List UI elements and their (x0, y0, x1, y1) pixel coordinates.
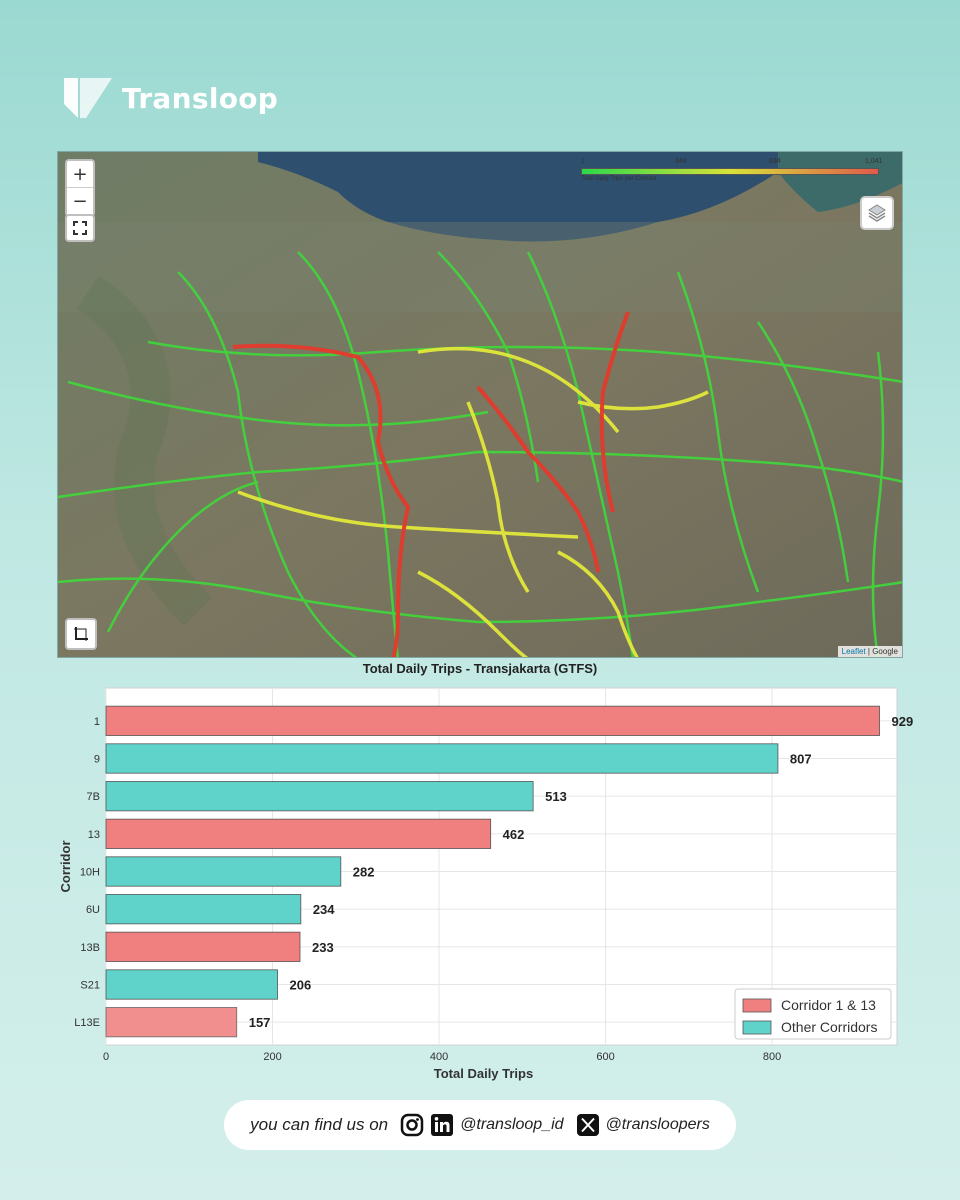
data-label: 282 (353, 865, 375, 880)
data-label: 233 (312, 940, 334, 955)
x-twitter-icon[interactable] (576, 1113, 600, 1137)
bar (105, 856, 342, 887)
x-tick-label: 0 (103, 1051, 109, 1063)
legend-swatch (742, 998, 772, 1013)
layers-icon (868, 204, 886, 222)
data-label: 206 (290, 978, 312, 993)
brand-name: Transloop (122, 81, 279, 115)
bar (105, 969, 278, 1000)
x-tick-label: 800 (763, 1051, 781, 1063)
x-tick-label: 200 (263, 1051, 281, 1063)
instagram-icon[interactable] (400, 1113, 424, 1137)
legend-entry: Corridor 1 & 13 (781, 997, 876, 1013)
data-label: 157 (249, 1015, 271, 1030)
legend-tick: 1,041 (865, 158, 883, 165)
fullscreen-button[interactable] (65, 214, 95, 242)
legend-ticks: 1 348 694 1,041 (581, 158, 883, 168)
y-axis-label: Corridor (58, 841, 73, 893)
trip-color-legend: 1 348 694 1,041 Total Daily Trips per Co… (581, 158, 883, 184)
leaflet-link[interactable]: Leaflet (841, 647, 866, 656)
bar-chart: 0 200 400 600 800 1 929 9 807 7B 513 13 462 10H 282 6U 2… (58, 687, 914, 1081)
data-label: 513 (545, 789, 567, 804)
bar (105, 705, 880, 736)
bar (105, 894, 302, 925)
x-handle[interactable]: @transloopers (605, 1116, 710, 1133)
legend-tick: 1 (581, 158, 585, 165)
x-tick-label: 600 (596, 1051, 614, 1063)
instagram-linkedin-handle[interactable]: @transloop_id (460, 1116, 564, 1133)
brand-logo: Transloop (62, 74, 278, 122)
corridor-map[interactable]: + − 1 348 694 1,041 Total Daily Trips pe… (57, 151, 903, 658)
y-tick-label: 1 (94, 716, 100, 728)
y-tick-label: 7B (87, 791, 100, 803)
map-attribution: Leaflet | Google (837, 646, 902, 657)
bar (105, 931, 301, 962)
layers-button[interactable] (860, 196, 894, 230)
crop-icon (74, 627, 88, 641)
x-axis-label: Total Daily Trips (434, 1066, 533, 1081)
legend-swatch (742, 1020, 772, 1035)
bar (105, 743, 779, 774)
y-tick-label: S21 (80, 980, 100, 992)
chart-title: Total Daily Trips - Transjakarta (GTFS) (362, 661, 598, 676)
data-label: 462 (503, 827, 525, 842)
legend-caption: Total Daily Trips per Corridor (581, 176, 658, 182)
social-footer: you can find us on @transloop_id @transl… (224, 1100, 736, 1150)
zoom-in-button[interactable]: + (67, 161, 93, 188)
chart-legend (734, 988, 892, 1040)
legend-entry: Other Corridors (781, 1019, 877, 1035)
legend-tick: 694 (769, 158, 781, 165)
legend-tick: 348 (675, 158, 687, 165)
footer-lead-text: you can find us on (250, 1115, 389, 1134)
bar (105, 818, 492, 849)
zoom-out-button[interactable]: − (72, 191, 88, 212)
data-label: 234 (313, 902, 335, 917)
google-attribution: Google (872, 647, 898, 656)
fullscreen-icon (73, 221, 87, 235)
legend-gradient-bar (581, 168, 879, 175)
y-tick-label: 13B (80, 942, 100, 954)
bar (105, 781, 534, 812)
x-tick-label: 400 (430, 1051, 448, 1063)
transloop-logo-icon (64, 78, 112, 118)
attribution-separator: | (865, 647, 873, 656)
y-tick-label: 9 (94, 754, 100, 766)
y-tick-label: L13E (74, 1017, 100, 1029)
map-canvas[interactable] (58, 152, 903, 658)
data-label: 929 (892, 714, 914, 729)
draw-rectangle-button[interactable] (65, 618, 97, 650)
zoom-control: + − (65, 159, 95, 217)
linkedin-icon[interactable] (430, 1113, 454, 1137)
data-label: 807 (790, 752, 812, 767)
y-tick-label: 13 (88, 829, 100, 841)
y-tick-label: 10H (80, 867, 100, 879)
y-tick-label: 6U (86, 904, 100, 916)
bar (105, 1007, 238, 1038)
